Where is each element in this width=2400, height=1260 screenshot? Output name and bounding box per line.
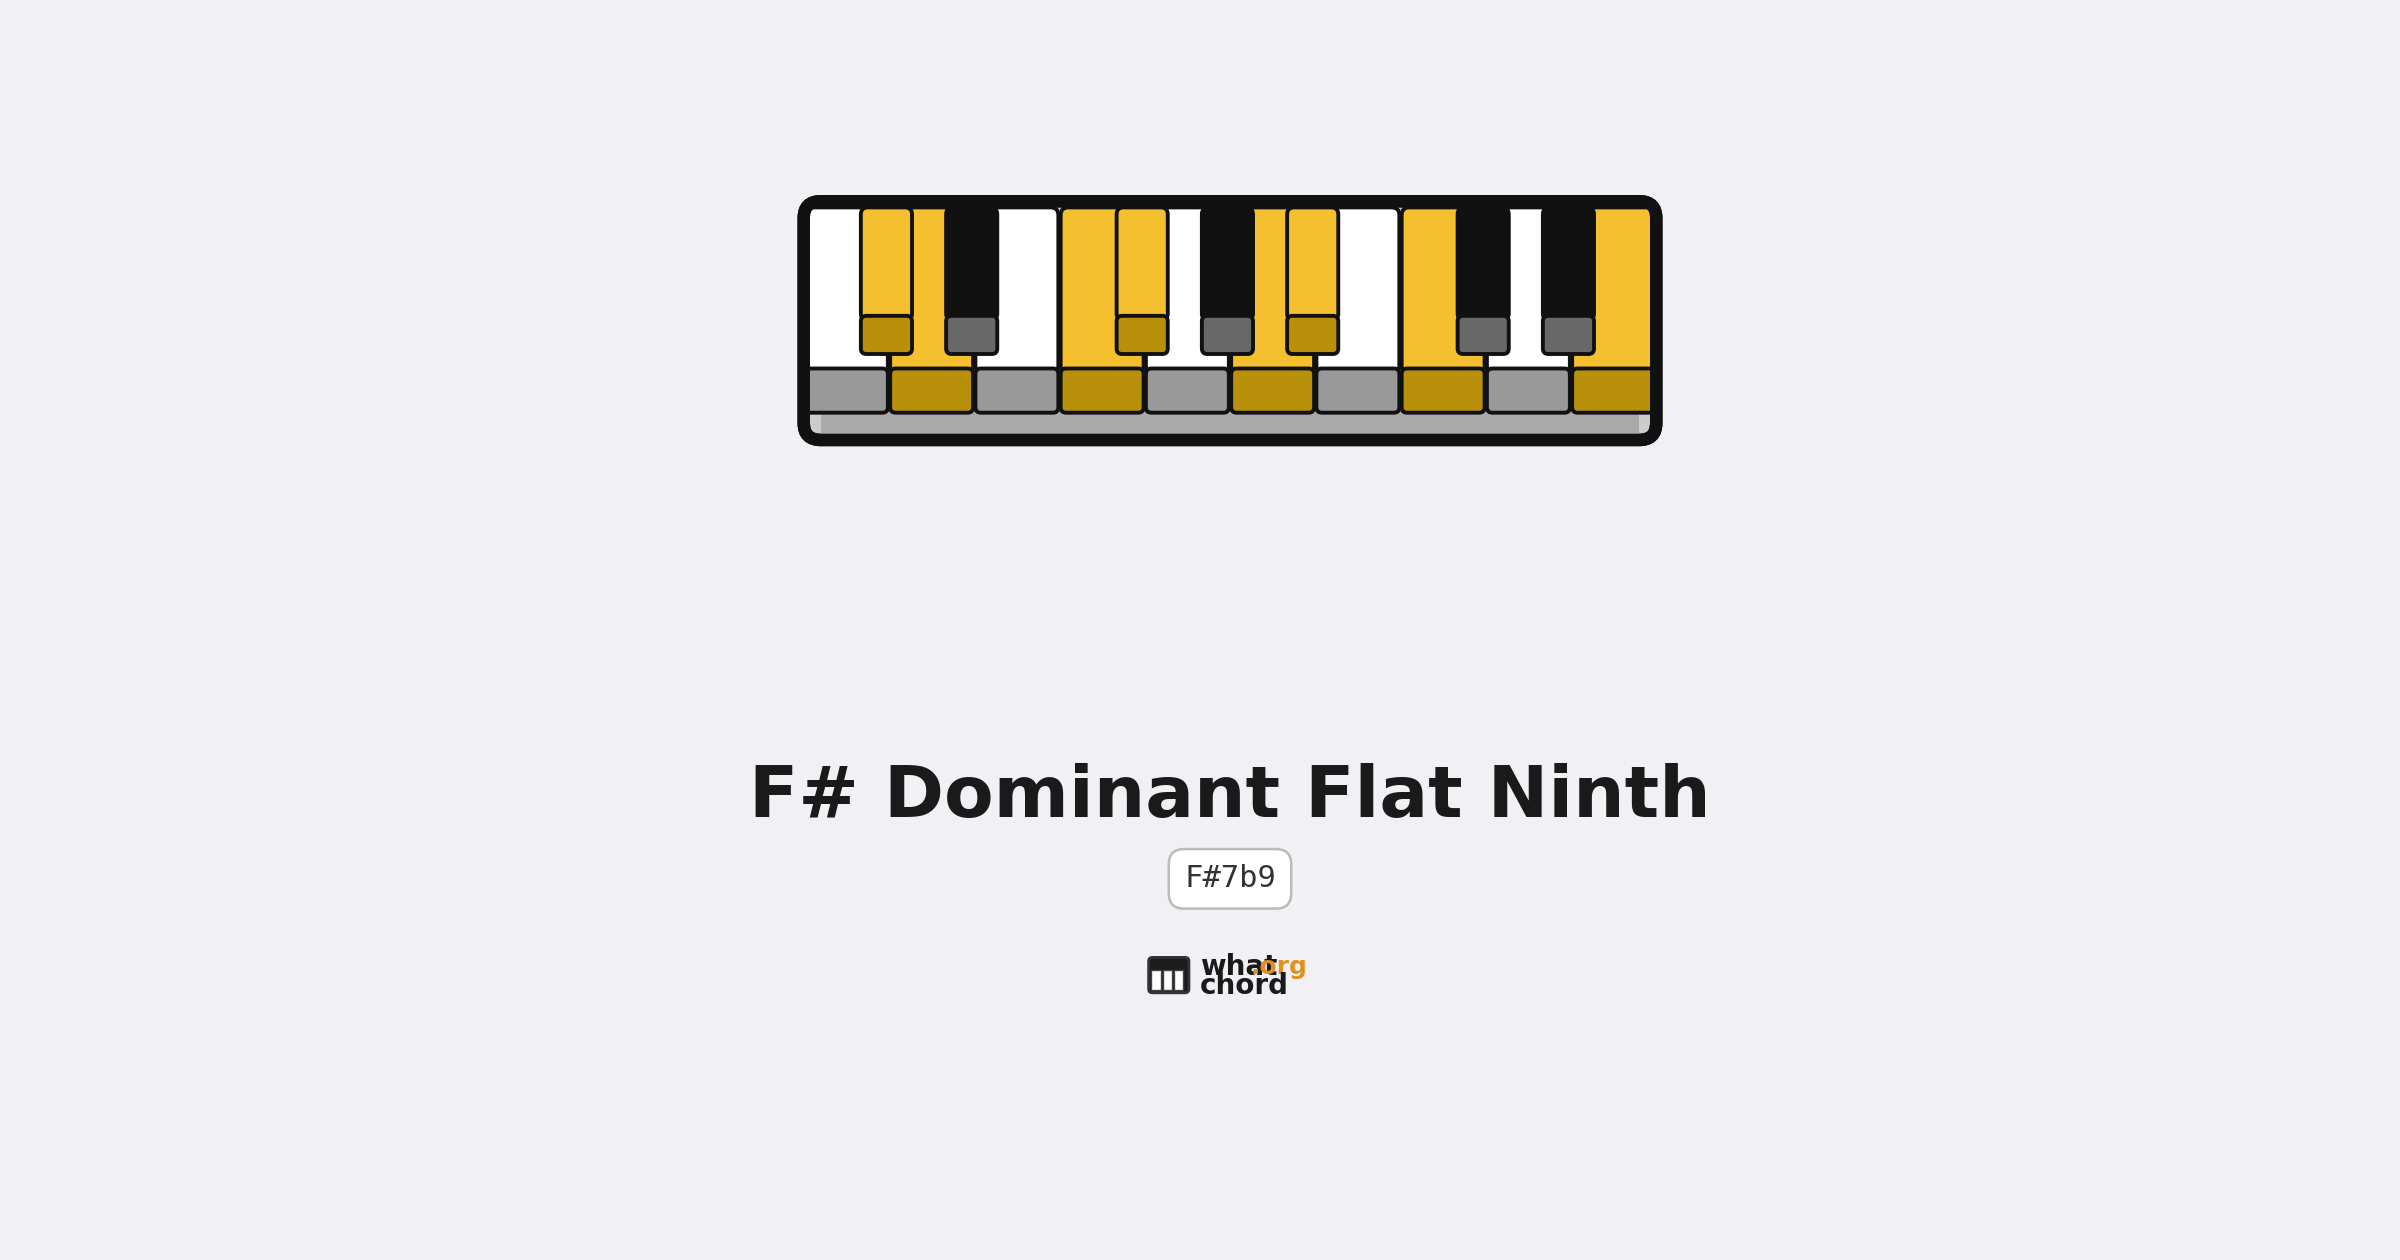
FancyBboxPatch shape (1145, 368, 1229, 413)
Text: .org: .org (1250, 955, 1308, 979)
FancyBboxPatch shape (1318, 368, 1399, 413)
FancyBboxPatch shape (946, 208, 998, 320)
Text: F#7b9: F#7b9 (1183, 864, 1277, 893)
FancyBboxPatch shape (1116, 208, 1169, 320)
FancyBboxPatch shape (804, 208, 888, 373)
Bar (1162, 970, 1171, 990)
FancyBboxPatch shape (804, 368, 888, 413)
FancyBboxPatch shape (1150, 958, 1188, 993)
Bar (1174, 970, 1183, 990)
FancyBboxPatch shape (1231, 368, 1315, 413)
FancyBboxPatch shape (862, 208, 912, 320)
FancyBboxPatch shape (1231, 208, 1315, 373)
FancyBboxPatch shape (890, 368, 972, 413)
FancyBboxPatch shape (1061, 208, 1142, 373)
FancyBboxPatch shape (1402, 368, 1486, 413)
FancyBboxPatch shape (862, 316, 912, 354)
Bar (821, 407, 1639, 440)
FancyBboxPatch shape (1488, 368, 1570, 413)
FancyBboxPatch shape (1543, 316, 1594, 354)
FancyBboxPatch shape (1318, 208, 1399, 373)
FancyBboxPatch shape (1202, 316, 1253, 354)
FancyBboxPatch shape (1488, 208, 1570, 373)
FancyBboxPatch shape (1286, 316, 1339, 354)
FancyBboxPatch shape (1402, 208, 1486, 373)
Text: chord: chord (1200, 971, 1289, 1000)
FancyBboxPatch shape (804, 202, 1656, 440)
FancyBboxPatch shape (1457, 208, 1510, 320)
FancyBboxPatch shape (1457, 316, 1510, 354)
FancyBboxPatch shape (1572, 208, 1656, 373)
FancyBboxPatch shape (974, 208, 1058, 373)
Text: what: what (1200, 953, 1277, 980)
FancyBboxPatch shape (1572, 368, 1656, 413)
FancyBboxPatch shape (1061, 368, 1142, 413)
Bar (1152, 970, 1162, 990)
FancyBboxPatch shape (1202, 208, 1253, 320)
FancyBboxPatch shape (1145, 208, 1229, 373)
FancyBboxPatch shape (890, 208, 972, 373)
FancyBboxPatch shape (1116, 316, 1169, 354)
FancyBboxPatch shape (974, 368, 1058, 413)
FancyBboxPatch shape (1286, 208, 1339, 320)
FancyBboxPatch shape (1543, 208, 1594, 320)
FancyBboxPatch shape (946, 316, 998, 354)
Text: F# Dominant Flat Ninth: F# Dominant Flat Ninth (749, 764, 1711, 833)
